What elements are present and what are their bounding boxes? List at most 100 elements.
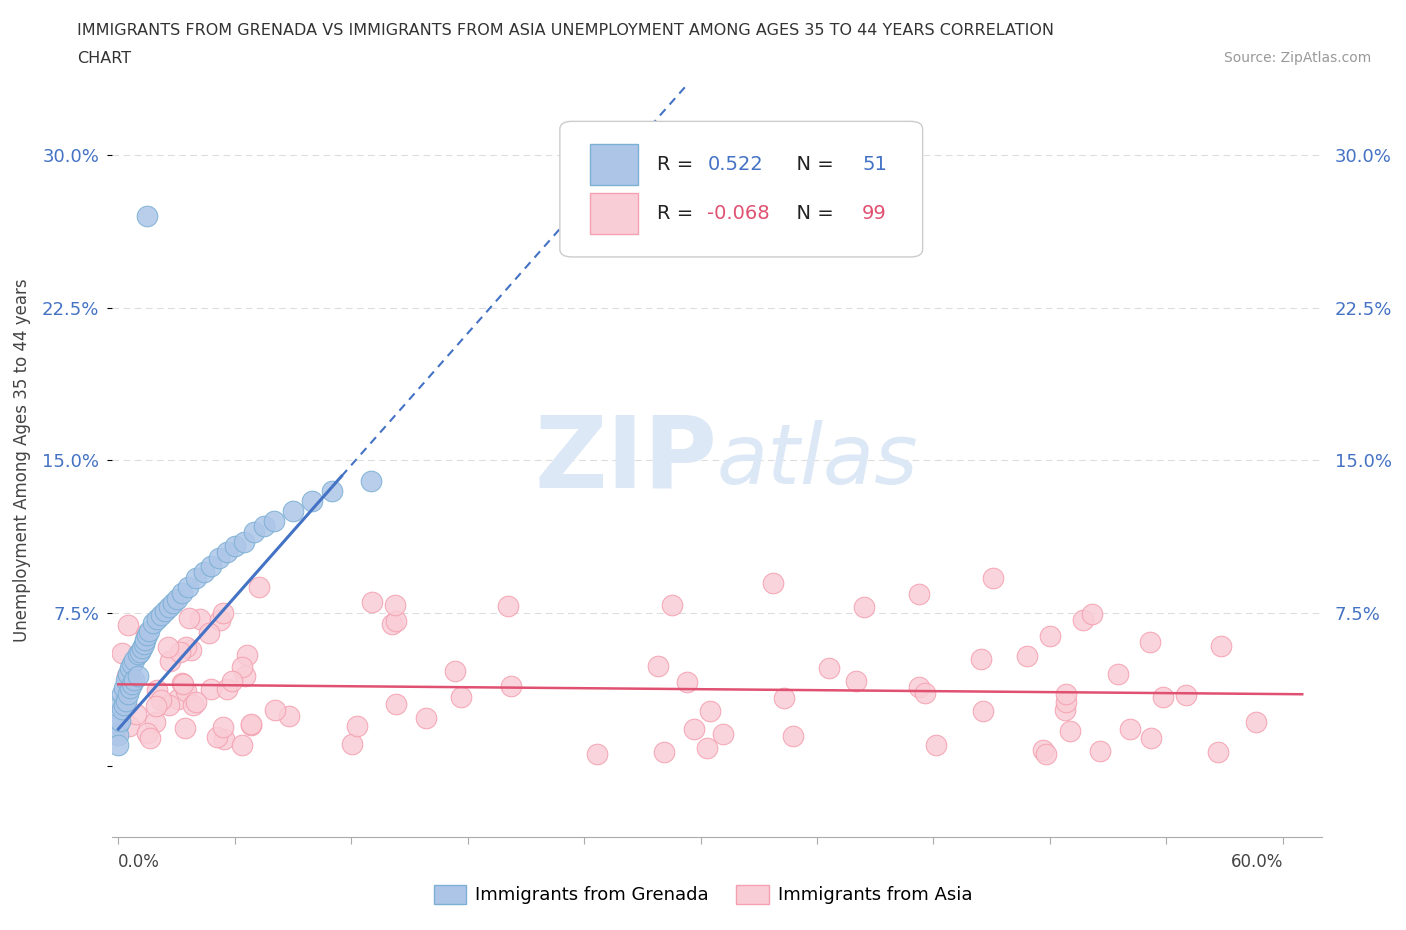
Point — [1206, 744, 1229, 759]
Point — [221, 673, 243, 688]
Point — [122, 653, 145, 668]
Point — [136, 208, 159, 223]
Point — [1054, 686, 1077, 701]
Point — [134, 632, 156, 647]
Text: 51: 51 — [862, 155, 887, 174]
Point — [1152, 689, 1174, 704]
Point — [647, 658, 669, 673]
Point — [1054, 702, 1077, 717]
Point — [159, 654, 181, 669]
Point — [1088, 743, 1111, 758]
Point — [184, 695, 207, 710]
Point — [169, 644, 191, 659]
Point — [184, 571, 207, 586]
Point — [381, 617, 404, 631]
Point — [762, 575, 785, 590]
Text: -0.068: -0.068 — [707, 205, 770, 223]
Point — [174, 640, 197, 655]
Point — [1139, 634, 1161, 649]
Point — [1031, 742, 1053, 757]
Text: atlas: atlas — [717, 419, 918, 501]
Point — [231, 737, 253, 752]
Point — [1209, 639, 1232, 654]
Point — [153, 604, 176, 618]
Text: R =: R = — [657, 205, 699, 223]
Point — [211, 720, 233, 735]
Point — [128, 644, 150, 659]
Point — [138, 624, 160, 639]
FancyBboxPatch shape — [560, 122, 922, 257]
Point — [675, 674, 697, 689]
Point — [253, 518, 276, 533]
Point — [145, 698, 167, 713]
Point — [1039, 628, 1062, 643]
Point — [845, 673, 868, 688]
Point — [156, 640, 179, 655]
Point — [150, 607, 173, 622]
Point — [112, 681, 135, 696]
Point — [384, 598, 406, 613]
Point — [1017, 649, 1039, 664]
Point — [914, 685, 936, 700]
Point — [818, 661, 841, 676]
Point — [972, 703, 994, 718]
Point — [496, 599, 519, 614]
Point — [233, 669, 256, 684]
Text: 0.522: 0.522 — [707, 155, 763, 174]
Text: N =: N = — [783, 155, 839, 174]
Point — [122, 672, 145, 687]
Point — [170, 675, 193, 690]
Point — [301, 494, 323, 509]
Text: CHART: CHART — [77, 51, 131, 66]
Point — [111, 645, 134, 660]
Point — [1140, 731, 1163, 746]
Point — [1054, 694, 1077, 709]
Point — [361, 595, 384, 610]
Point — [1119, 722, 1142, 737]
Point — [177, 579, 200, 594]
Point — [1246, 714, 1268, 729]
Text: 99: 99 — [862, 205, 887, 223]
Point — [117, 669, 139, 684]
Point — [112, 698, 135, 712]
Point — [1107, 667, 1129, 682]
Point — [121, 677, 143, 692]
Text: 60.0%: 60.0% — [1230, 854, 1282, 871]
Point — [188, 612, 211, 627]
Point — [224, 538, 246, 553]
Point — [263, 514, 285, 529]
Point — [198, 626, 221, 641]
Point — [166, 591, 188, 606]
Text: 0.0%: 0.0% — [118, 854, 160, 871]
Point — [240, 717, 263, 732]
Point — [107, 728, 129, 743]
Bar — [591, 193, 638, 234]
Point — [585, 747, 607, 762]
Y-axis label: Unemployment Among Ages 35 to 44 years: Unemployment Among Ages 35 to 44 years — [13, 279, 31, 642]
Point — [146, 683, 169, 698]
Point — [711, 726, 734, 741]
Bar — [591, 144, 638, 185]
Point — [499, 679, 522, 694]
Point — [179, 610, 201, 625]
Point — [1071, 613, 1094, 628]
Legend: Immigrants from Grenada, Immigrants from Asia: Immigrants from Grenada, Immigrants from… — [426, 878, 980, 911]
Point — [247, 579, 270, 594]
Point — [217, 682, 239, 697]
Point — [111, 701, 134, 716]
Text: IMMIGRANTS FROM GRENADA VS IMMIGRANTS FROM ASIA UNEMPLOYMENT AMONG AGES 35 TO 44: IMMIGRANTS FROM GRENADA VS IMMIGRANTS FR… — [77, 23, 1054, 38]
Point — [385, 613, 408, 628]
Point — [118, 660, 141, 675]
Point — [117, 687, 139, 702]
Point — [107, 737, 129, 752]
Point — [696, 741, 718, 756]
Point — [415, 711, 437, 725]
Text: ZIP: ZIP — [534, 412, 717, 509]
Point — [981, 571, 1004, 586]
Point — [136, 628, 159, 643]
Point — [110, 713, 132, 728]
Point — [200, 559, 222, 574]
Point — [1059, 724, 1081, 738]
Point — [263, 703, 285, 718]
Point — [970, 652, 993, 667]
